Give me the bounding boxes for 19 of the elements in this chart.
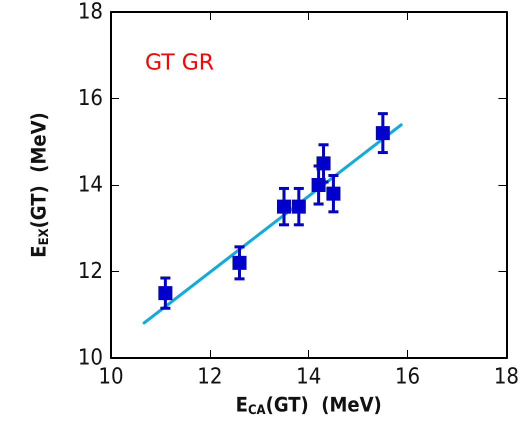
y-tick-label: 18	[78, 0, 103, 24]
x-tick-label: 16	[394, 364, 420, 390]
y-tick-label: 14	[78, 172, 103, 198]
point	[292, 200, 306, 214]
point	[326, 186, 340, 201]
point	[312, 178, 326, 192]
y-tick-label: 16	[78, 86, 103, 111]
point	[158, 286, 172, 300]
point	[316, 156, 331, 170]
x-tick-label: 14	[296, 364, 322, 390]
point	[376, 126, 390, 140]
x-tick-label: 18	[494, 364, 520, 390]
x-tick-label: 12	[197, 364, 222, 390]
y-axis-title: EEX(GT) (MeV)	[26, 112, 52, 258]
x-tick-label: 10	[98, 364, 124, 390]
annotation: GT GR	[145, 50, 214, 76]
y-tick-label: 12	[78, 259, 103, 284]
point	[232, 256, 247, 270]
point	[276, 200, 291, 214]
